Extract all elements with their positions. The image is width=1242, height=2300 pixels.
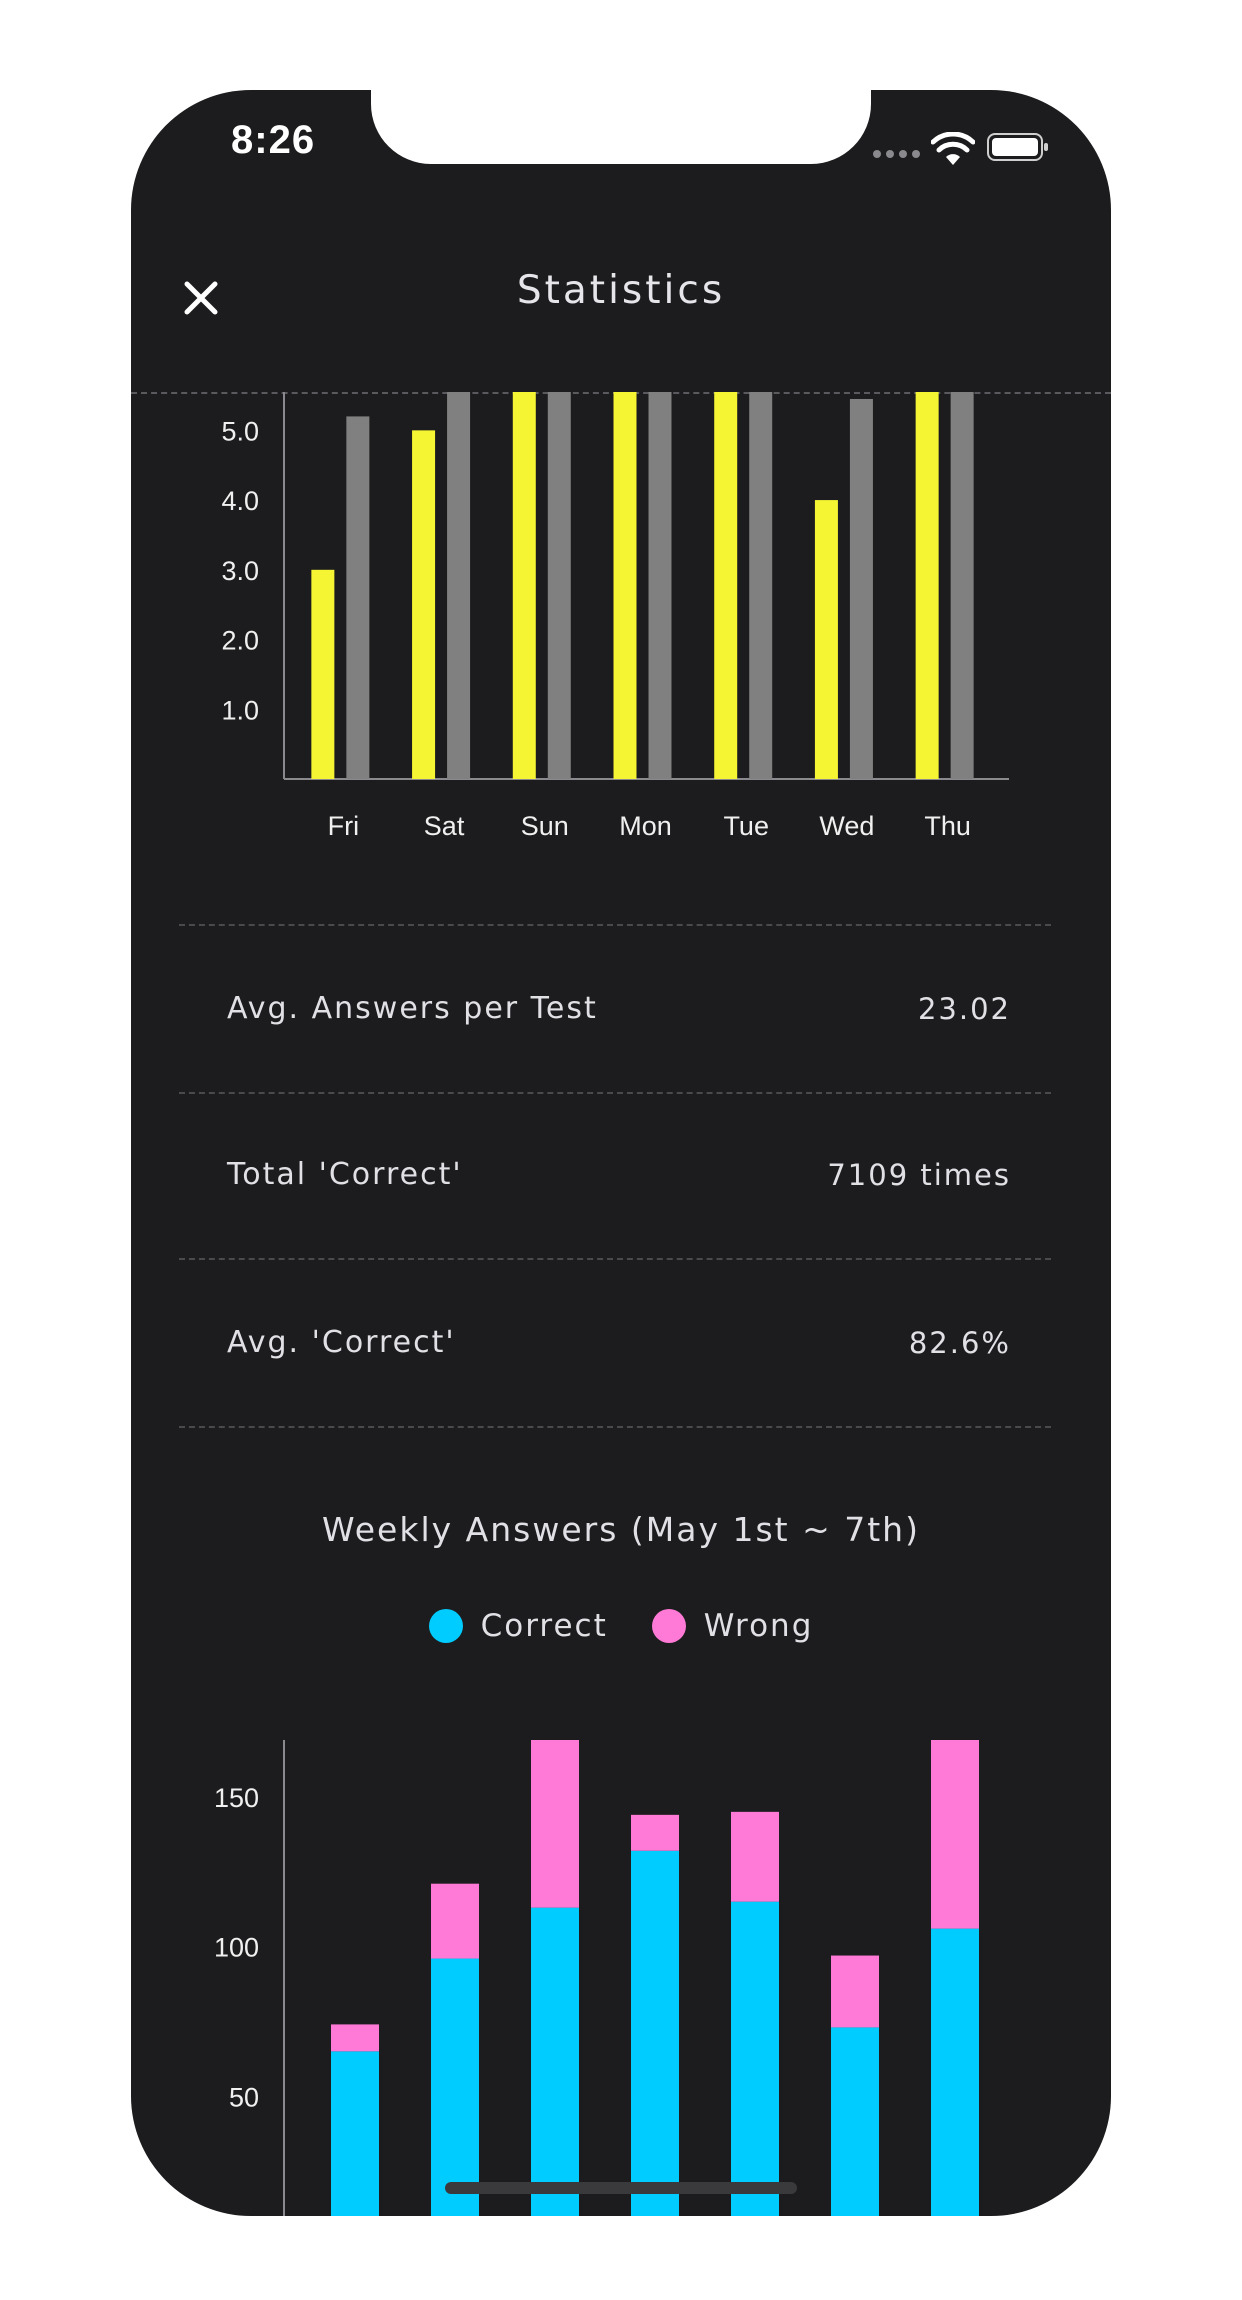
bar-sat-1 xyxy=(447,392,471,779)
y-tick-label: 150 xyxy=(214,1783,259,1813)
bar-wed-1 xyxy=(849,398,873,779)
bar-mon-correct xyxy=(631,1850,679,2216)
x-tick-label: Sat xyxy=(424,811,465,841)
bar-tue-1 xyxy=(749,392,773,779)
stat-label: Total 'Correct' xyxy=(227,1157,463,1192)
y-tick-label: 5.0 xyxy=(221,416,259,446)
bar-mon-0 xyxy=(613,392,637,779)
bar-fri-correct xyxy=(331,2051,379,2216)
stat-value: 82.6% xyxy=(908,1326,1011,1360)
status-time: 8:26 xyxy=(231,118,316,162)
stat-value: 7109 times xyxy=(827,1158,1011,1192)
weekly-chart-title: Weekly Answers (May 1st ~ 7th) xyxy=(322,1510,920,1549)
bar-sun-correct xyxy=(531,1907,579,2216)
stat-row-avg-correct: Avg. 'Correct' 82.6% xyxy=(179,1260,1051,1428)
legend-item-correct: Correct xyxy=(428,1608,608,1644)
home-indicator[interactable] xyxy=(445,2182,797,2194)
legend-dot-wrong xyxy=(651,1609,686,1643)
bar-fri-1 xyxy=(346,416,370,779)
x-tick-label: Wed xyxy=(819,811,874,841)
legend-label: Wrong xyxy=(703,1608,814,1644)
legend-dot-correct xyxy=(428,1609,463,1643)
bar-thu-correct xyxy=(931,1928,979,2216)
notch xyxy=(371,90,871,164)
y-tick-label: 2.0 xyxy=(221,626,259,656)
signal-icon xyxy=(873,150,920,158)
x-tick-label: Mon xyxy=(619,811,672,841)
bar-tue-0 xyxy=(714,392,738,779)
x-tick-label: Tue xyxy=(723,811,769,841)
bar-mon-wrong xyxy=(631,1814,679,1851)
bar-sat-0 xyxy=(412,430,436,779)
stat-value: 23.02 xyxy=(917,992,1011,1026)
bar-tue-correct xyxy=(731,1901,779,2216)
close-icon[interactable] xyxy=(175,272,227,324)
page-title: Statistics xyxy=(516,268,726,313)
bar-fri-0 xyxy=(311,569,335,779)
bar-sun-wrong xyxy=(531,1740,579,1908)
bar-sun-1 xyxy=(547,392,571,779)
y-tick-label: 1.0 xyxy=(221,695,259,725)
y-tick-label: 50 xyxy=(229,2082,259,2112)
bar-wed-correct xyxy=(831,2027,879,2216)
bar-wed-wrong xyxy=(831,1955,879,2028)
x-tick-label: Thu xyxy=(924,811,971,841)
bar-sun-0 xyxy=(512,392,536,779)
phone-screen: 8:26 Statistics 1.0 2.0 3.0 4.0 5.0 Fri Sat Sun… xyxy=(131,90,1111,2216)
stat-row-total-correct: Total 'Correct' 7109 times xyxy=(179,1092,1051,1260)
stat-label: Avg. Answers per Test xyxy=(227,991,598,1026)
bar-wed-0 xyxy=(814,500,838,779)
battery-icon xyxy=(987,133,1048,161)
bar-fri-wrong xyxy=(331,2024,379,2052)
legend-item-wrong: Wrong xyxy=(651,1608,814,1644)
bar-thu-wrong xyxy=(931,1740,979,1929)
bar-sat-wrong xyxy=(431,1883,479,1959)
chart-legend: Correct Wrong xyxy=(131,1608,1111,1644)
x-tick-label: Sun xyxy=(521,811,569,841)
wifi-icon xyxy=(931,132,975,165)
bar-mon-1 xyxy=(648,392,672,779)
bar-thu-1 xyxy=(950,392,974,779)
x-tick-label: Fri xyxy=(328,811,359,841)
stat-row-avg-answers: Avg. Answers per Test 23.02 xyxy=(179,924,1051,1094)
y-tick-label: 100 xyxy=(214,1933,259,1963)
stat-label: Avg. 'Correct' xyxy=(227,1325,456,1360)
legend-label: Correct xyxy=(480,1608,608,1644)
y-tick-label: 4.0 xyxy=(221,486,259,516)
nav-divider xyxy=(131,392,1111,394)
bar-tue-wrong xyxy=(731,1811,779,1902)
bar-sat-correct xyxy=(431,1958,479,2216)
bar-thu-0 xyxy=(915,392,939,779)
y-tick-label: 3.0 xyxy=(221,556,259,586)
